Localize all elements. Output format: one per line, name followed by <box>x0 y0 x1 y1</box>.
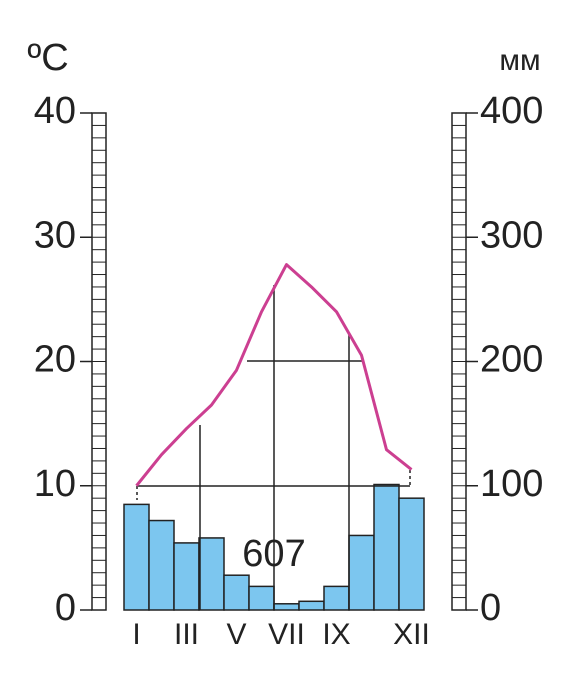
bar <box>273 603 300 611</box>
y-tick-label: 20 <box>34 339 76 381</box>
y-axis-label: ºC <box>27 37 68 79</box>
bar <box>398 497 425 611</box>
x-tick-label: I <box>132 618 140 651</box>
bar <box>173 542 200 611</box>
reference-lines <box>136 285 411 610</box>
x-tick-label: VII <box>268 618 305 651</box>
y2-tick-label: 100 <box>480 463 543 505</box>
y2-tick-label: 0 <box>480 587 501 629</box>
bar <box>298 600 325 611</box>
bar <box>198 537 225 611</box>
x-tick-label: III <box>174 618 199 651</box>
x-tick-label: V <box>226 618 246 651</box>
annotation: 607 <box>242 533 305 575</box>
y2-tick-label: 200 <box>480 339 543 381</box>
bar <box>248 585 275 611</box>
x-tick-label: IX <box>322 618 350 651</box>
bar <box>373 483 400 611</box>
bar <box>123 503 150 611</box>
y-tick-label: 10 <box>34 463 76 505</box>
y-tick-label: 40 <box>34 90 76 132</box>
y2-axis-label: мм <box>499 44 540 77</box>
bar <box>223 574 250 611</box>
y-tick-label: 0 <box>55 587 76 629</box>
bar <box>348 534 375 611</box>
temperature-line <box>135 263 413 487</box>
y-tick-label: 30 <box>34 214 76 256</box>
y2-tick-label: 300 <box>480 214 543 256</box>
bar <box>148 519 175 611</box>
bar <box>323 585 350 611</box>
x-tick-label: XII <box>393 618 430 651</box>
y2-tick-label: 400 <box>480 90 543 132</box>
